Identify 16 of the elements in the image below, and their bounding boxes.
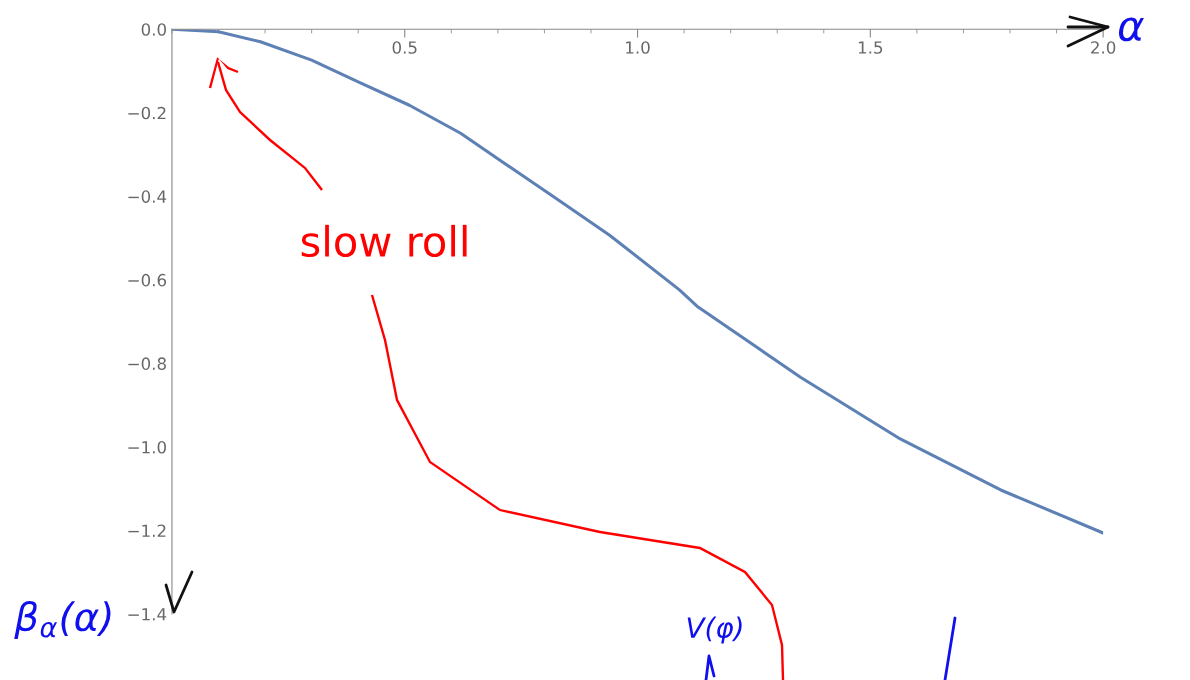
annotation: slow roll [301,224,467,258]
y-tick-label: −0.6 [128,273,167,287]
x-tick-label: 1.0 [626,41,650,54]
y-tick-label: −0.8 [128,357,166,370]
y-tick-label: −1.4 [128,608,167,621]
text: V(φ) [687,616,742,644]
y-tick-label: −0.4 [128,190,167,203]
x-tick-label: 0.5 [392,41,417,54]
y-tick-label: −1.2 [128,524,166,537]
y-tick-label: −0.2 [128,106,166,120]
x-axis-title: α [1118,17,1144,42]
x-tick-label: 1.5 [858,41,883,54]
y-tick-label: 0.0 [141,23,166,36]
x-tick-label: 2.0 [1091,41,1116,54]
y-axis-title: β$_{α}$(α) [14,601,111,639]
y-tick-label: −1.0 [128,440,166,454]
